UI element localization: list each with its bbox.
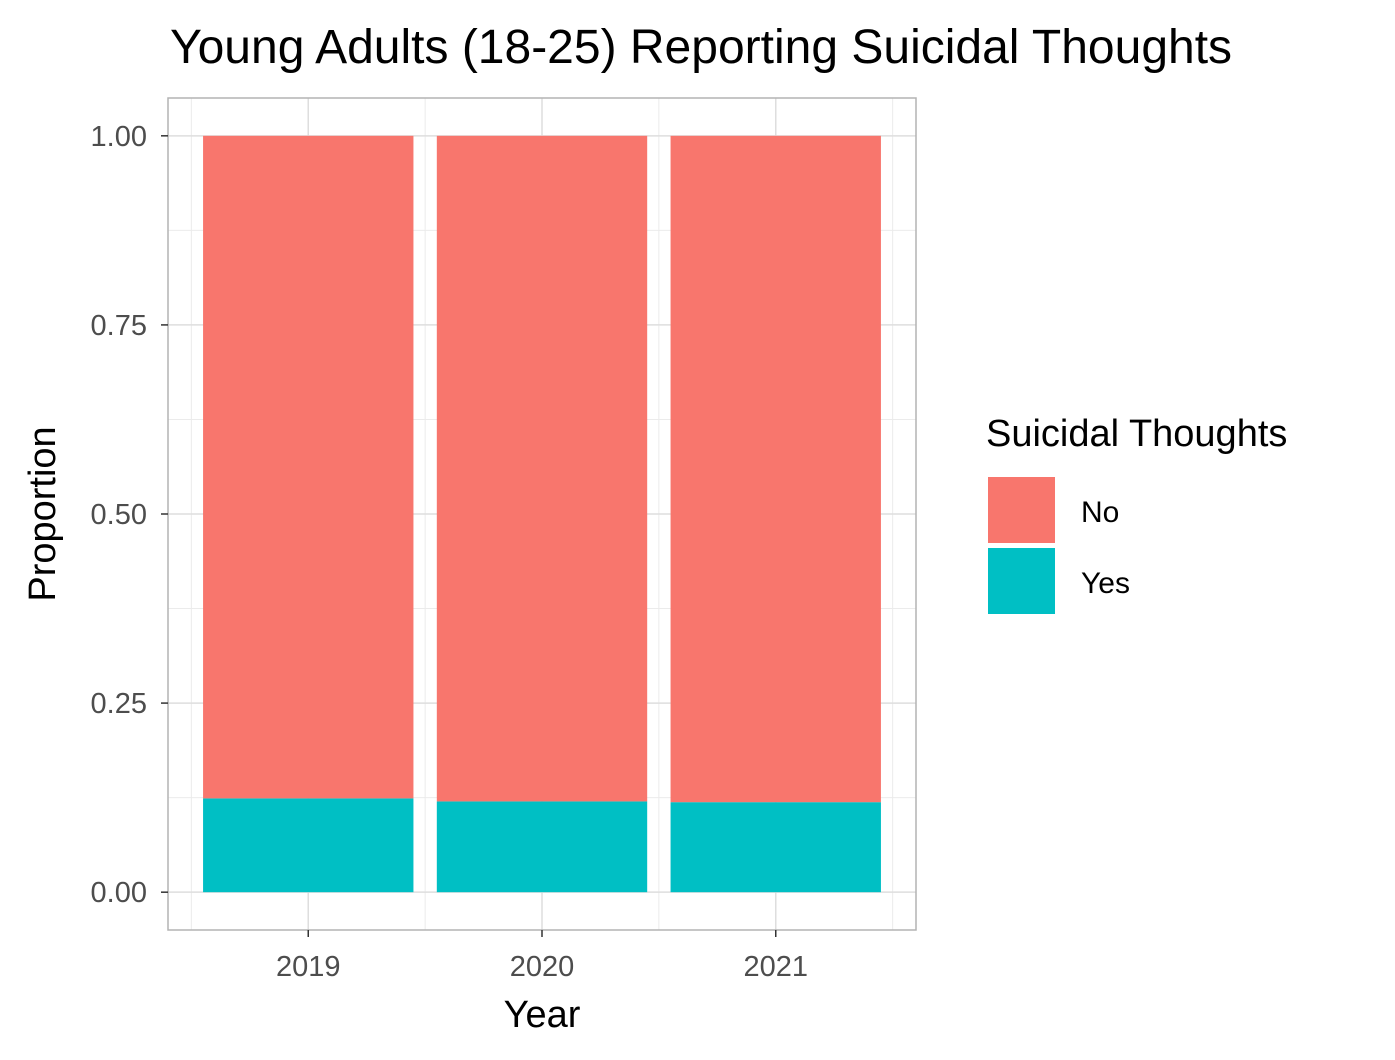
y-tick-label: 0.50 <box>91 499 147 531</box>
legend-label-no: No <box>1081 496 1119 529</box>
bar-2019-yes <box>203 798 414 893</box>
x-axis: 2019 2020 2021 <box>276 930 808 983</box>
bar-2019-no <box>203 135 414 799</box>
x-axis-title: Year <box>504 994 581 1036</box>
legend: Suicidal Thoughts No Yes <box>986 413 1287 614</box>
bar-2020-yes <box>436 801 648 893</box>
legend-key-yes <box>988 548 1055 614</box>
y-tick-label: 0.25 <box>91 688 147 720</box>
legend-title: Suicidal Thoughts <box>986 413 1287 455</box>
legend-key-no <box>988 477 1055 543</box>
x-tick-label: 2019 <box>276 951 341 983</box>
y-axis: 0.00 0.25 0.50 0.75 1.00 <box>91 121 168 909</box>
legend-label-yes: Yes <box>1081 567 1130 600</box>
y-tick-label: 1.00 <box>91 121 147 153</box>
bar-2021-no <box>670 135 881 803</box>
x-tick-label: 2021 <box>743 951 808 983</box>
y-tick-label: 0.75 <box>91 310 147 342</box>
bar-2021-yes <box>670 802 881 893</box>
x-tick-label: 2020 <box>510 951 575 983</box>
bars <box>203 135 881 893</box>
y-tick-label: 0.00 <box>91 877 147 909</box>
bar-2020-no <box>436 135 648 802</box>
chart-title: Young Adults (18-25) Reporting Suicidal … <box>170 21 1232 74</box>
y-axis-title: Proportion <box>22 426 64 601</box>
plot-panel <box>167 97 917 931</box>
